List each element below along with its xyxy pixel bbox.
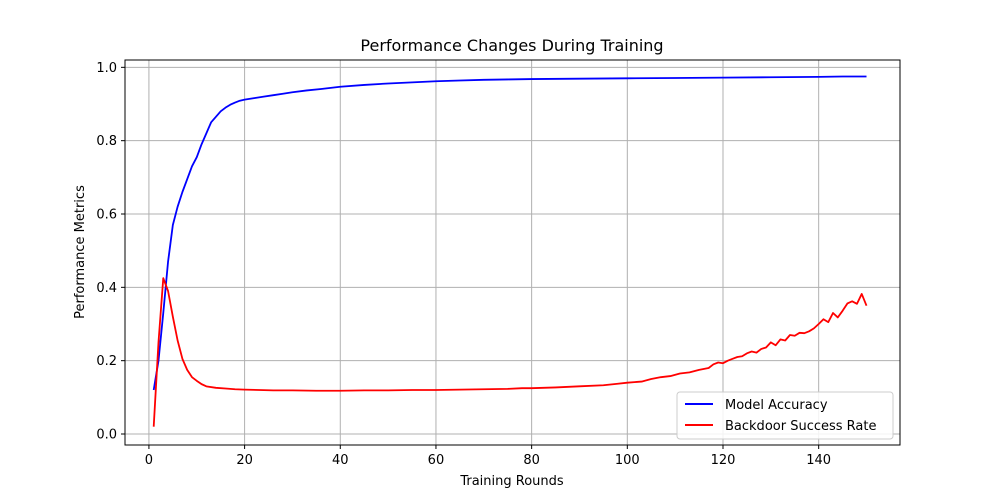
legend-label-backdoor-success-rate: Backdoor Success Rate bbox=[725, 419, 876, 434]
series-line-model-accuracy bbox=[152, 75, 867, 391]
plot-area-frame bbox=[124, 59, 901, 446]
chart-title: Performance Changes During Training bbox=[360, 36, 663, 55]
x-tick-label: 40 bbox=[332, 453, 349, 468]
y-tick-label: 0.2 bbox=[96, 354, 117, 369]
legend: Model Accuracy Backdoor Success Rate bbox=[676, 391, 894, 440]
x-tick-label: 100 bbox=[615, 453, 640, 468]
series-line-backdoor-success-rate bbox=[152, 277, 868, 427]
grid bbox=[125, 60, 900, 445]
x-tick-label: 120 bbox=[711, 453, 736, 468]
plot-series bbox=[152, 75, 868, 427]
x-tick-label: 20 bbox=[236, 453, 253, 468]
axis-ticks: 0 20 40 60 80 100 120 140 0.0 0.2 0.4 0.6 0.8 1.0 bbox=[96, 61, 831, 468]
y-tick-label: 0.4 bbox=[96, 281, 117, 296]
x-tick-label: 80 bbox=[523, 453, 540, 468]
x-tick-label: 140 bbox=[806, 453, 831, 468]
legend-label-model-accuracy: Model Accuracy bbox=[725, 398, 828, 413]
x-tick-label: 0 bbox=[145, 453, 153, 468]
x-tick-label: 60 bbox=[428, 453, 445, 468]
legend-box bbox=[676, 391, 894, 440]
y-tick-label: 0.6 bbox=[96, 208, 117, 223]
x-axis-label: Training Rounds bbox=[459, 474, 564, 489]
y-tick-label: 0.0 bbox=[96, 428, 117, 443]
y-tick-label: 1.0 bbox=[96, 61, 117, 76]
y-tick-label: 0.8 bbox=[96, 134, 117, 149]
y-axis-label: Performance Metrics bbox=[73, 185, 88, 319]
